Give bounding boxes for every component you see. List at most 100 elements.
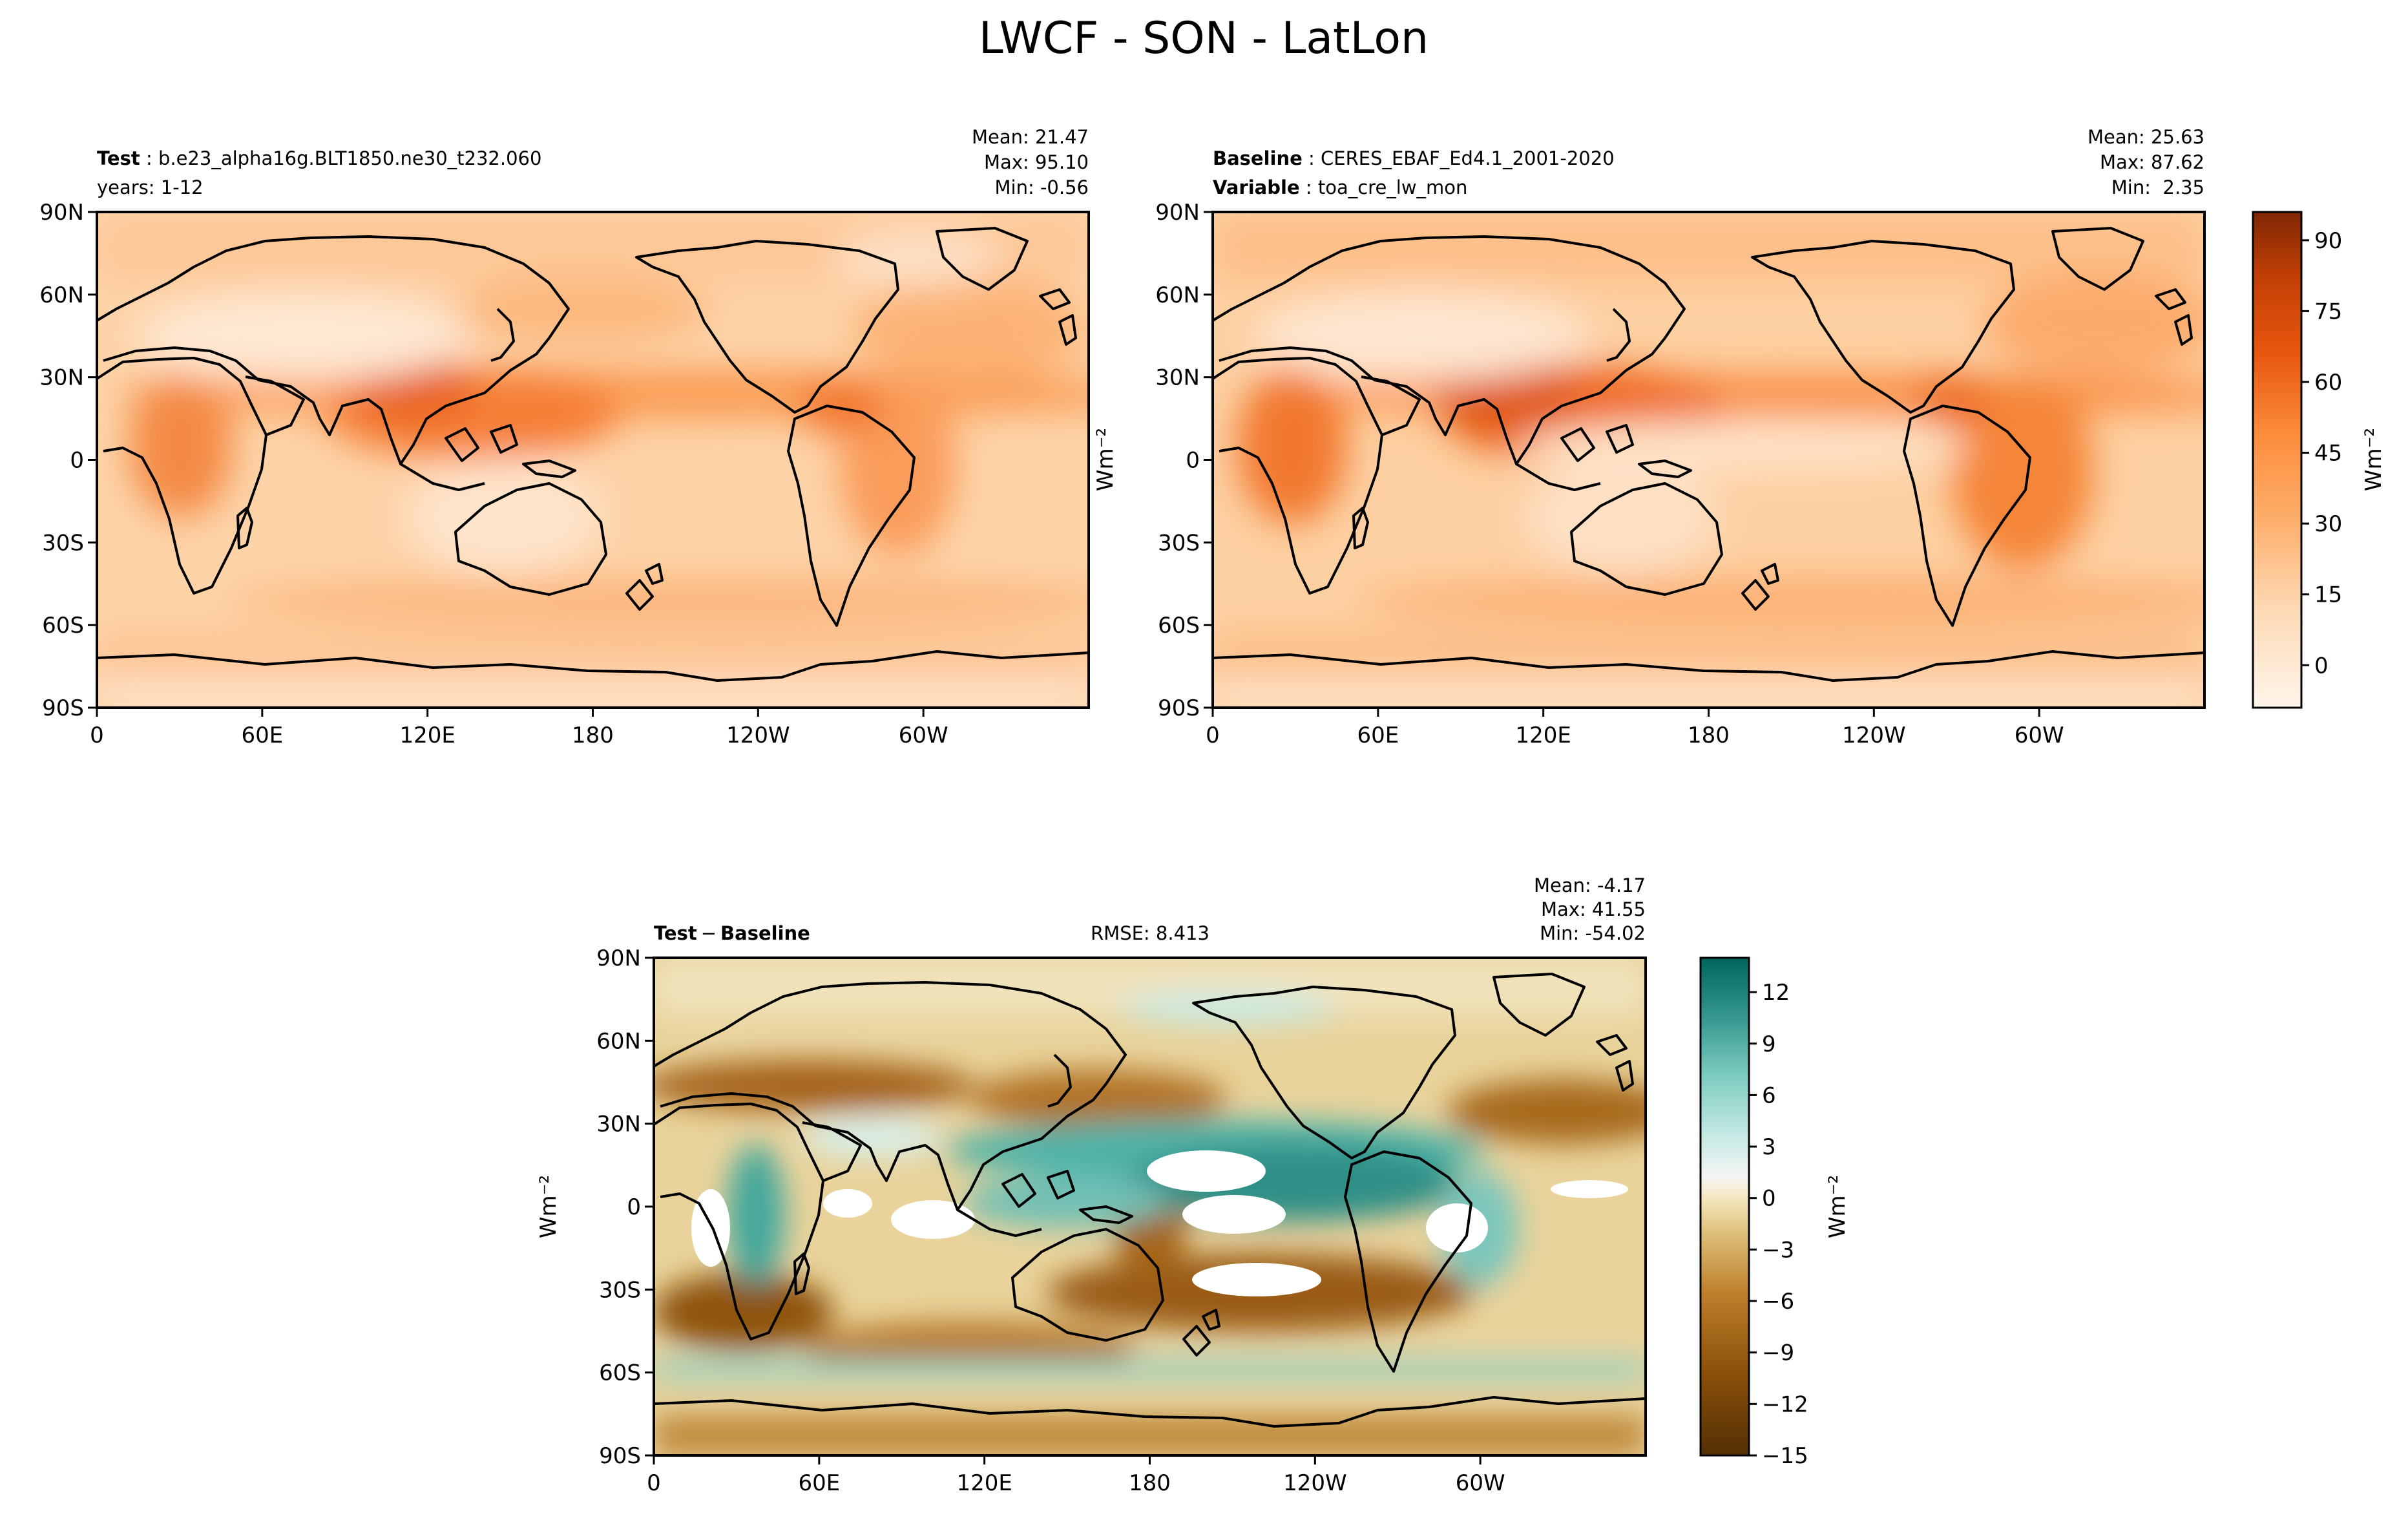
colorbar-oranges-tick-label: 75 (2314, 299, 2342, 324)
panel-baseline-y-tick-label: 90N (1155, 200, 1200, 226)
panel-test-stat-mean: Mean: 21.47 (972, 126, 1089, 148)
colorbar-oranges-tick-label: 30 (2314, 511, 2342, 537)
panel-test: Test : b.e23_alpha16g.BLT1850.ne30_t232.… (39, 126, 1090, 748)
panel-baseline-field-features (1213, 212, 2204, 708)
colorbar-brbg-tick-label: 12 (1762, 980, 1790, 1006)
panel-baseline-y-tick-label: 0 (1186, 448, 1200, 474)
colorbar-oranges-tick-label: 60 (2314, 370, 2342, 396)
panel-baseline-y-tick-label: 30N (1155, 365, 1200, 391)
panel-diff-x-tick-label: 60W (1456, 1470, 1505, 1496)
colorbar-oranges: 90 75 60 45 30 15 0 Wm⁻² (2252, 211, 2387, 709)
panel-diff-y-tick-label: 60S (599, 1360, 641, 1386)
panel-baseline-stat-max: Max: 87.62 (2100, 151, 2204, 173)
panel-test-y-tick-label: 60N (39, 282, 84, 308)
panel-diff-stat-max: Max: 41.55 (1541, 898, 1646, 920)
panel-test-y-tick-label: 90N (39, 200, 84, 226)
panel-test-years: years: 1-12 (97, 176, 204, 198)
colorbar-brbg-tick-label: −15 (1762, 1443, 1808, 1469)
panel-baseline-x-tick-label: 60W (2015, 723, 2064, 748)
panel-baseline-variable-bold: Variable (1213, 176, 1300, 198)
colorbar-oranges-tick-label: 90 (2314, 228, 2342, 254)
panel-diff-y-tick-label: 30S (599, 1277, 641, 1303)
colorbar-brbg-tick-label: 3 (1762, 1134, 1776, 1160)
panel-test-x-tick-label: 60E (241, 723, 283, 748)
colorbar-oranges-tick-label: 0 (2314, 653, 2329, 679)
colorbar-brbg: 12 9 6 3 0 −3 −6 −9 −12 −15 Wm⁻² (1699, 957, 1850, 1469)
colorbar-brbg-label: Wm⁻² (1825, 1175, 1850, 1238)
colorbar-brbg-tick-label: 9 (1762, 1031, 1776, 1057)
panel-test-x-tick-label: 120W (726, 723, 790, 748)
colorbar-oranges-bar (2252, 211, 2303, 709)
panel-baseline-y-axis: 90N 60N 30N 0 30S 60S 90S (1155, 200, 1213, 721)
panel-diff-x-tick-label: 0 (647, 1470, 661, 1496)
panel-diff-y-tick-label: 90N (596, 946, 641, 971)
colorbar-brbg-tick-label: −12 (1762, 1391, 1808, 1417)
panel-test-y-tick-label: 30S (42, 530, 84, 556)
panel-diff-rmse: RMSE: 8.413 (1091, 922, 1209, 944)
colorbar-oranges-tick-label: 45 (2314, 441, 2342, 467)
panel-diff-stat-min: Min: -54.02 (1540, 922, 1646, 944)
panel-test-label-colon: : (140, 147, 158, 169)
colorbar-brbg-tick-label: 0 (1762, 1186, 1776, 1212)
panel-diff-label-b: Baseline (720, 922, 810, 944)
panel-baseline-ylabel: Wm⁻² (1093, 428, 1118, 491)
panel-diff-x-axis: 0 60E 120E 180 120W 60W (647, 1455, 1505, 1496)
panel-test-x-tick-label: 0 (90, 723, 104, 748)
panel-diff-label: Test − Baseline (654, 922, 810, 944)
panel-baseline-label: Baseline : CERES_EBAF_Ed4.1_2001-2020 (1213, 147, 1615, 169)
colorbar-brbg-ticks: 12 9 6 3 0 −3 −6 −9 −12 −15 (1749, 980, 1808, 1469)
panel-test-x-tick-label: 120E (399, 723, 455, 748)
colorbar-oranges-ticks: 90 75 60 45 30 15 0 (2301, 228, 2342, 679)
panel-test-y-tick-label: 30N (39, 365, 84, 391)
panel-diff-y-tick-label: 90S (599, 1443, 641, 1469)
panel-test-x-tick-label: 180 (572, 723, 614, 748)
panel-baseline-y-tick-label: 60N (1155, 282, 1200, 308)
panel-test-x-tick-label: 60W (899, 723, 948, 748)
panel-diff-stat-mean: Mean: -4.17 (1534, 874, 1646, 896)
panel-baseline-label-bold: Baseline (1213, 147, 1303, 169)
panel-baseline-variable: Variable : toa_cre_lw_mon (1213, 176, 1467, 198)
panel-diff-y-axis: 90N 60N 30N 0 30S 60S 90S (596, 946, 654, 1469)
panel-test-y-tick-label: 90S (42, 695, 84, 721)
panel-baseline: Baseline : CERES_EBAF_Ed4.1_2001-2020 Va… (1093, 126, 2206, 748)
figure-title: LWCF - SON - LatLon (979, 13, 1429, 64)
panel-baseline-variable-colon: : (1300, 176, 1318, 198)
panel-test-stat-max: Max: 95.10 (984, 151, 1089, 173)
panel-test-label-text: b.e23_alpha16g.BLT1850.ne30_t232.060 (158, 147, 542, 169)
panel-baseline-stat-min: Min: 2.35 (2111, 176, 2204, 198)
panel-baseline-y-tick-label: 30S (1158, 530, 1200, 556)
panel-diff-y-tick-label: 0 (627, 1194, 641, 1220)
panel-baseline-label-text: CERES_EBAF_Ed4.1_2001-2020 (1321, 147, 1615, 169)
panel-diff-ylabel: Wm⁻² (536, 1175, 561, 1238)
panel-test-y-tick-label: 60S (42, 613, 84, 639)
panel-baseline-y-tick-label: 90S (1158, 695, 1200, 721)
panel-baseline-label-colon: : (1303, 147, 1321, 169)
panel-diff-field-features (654, 958, 1646, 1455)
panel-baseline-x-tick-label: 60E (1357, 723, 1399, 748)
colorbar-oranges-label: Wm⁻² (2361, 428, 2387, 491)
panel-diff-x-tick-label: 60E (798, 1470, 840, 1496)
panel-diff-white-regions (691, 1150, 1628, 1296)
panel-baseline-x-tick-label: 120E (1515, 723, 1571, 748)
panel-diff-label-a: Test (654, 922, 697, 944)
panel-test-field-features (97, 212, 1089, 708)
colorbar-brbg-bar (1699, 957, 1750, 1457)
panel-diff-y-tick-label: 30N (596, 1112, 641, 1137)
panel-baseline-x-axis: 0 60E 120E 180 120W 60W (1206, 708, 2064, 748)
panel-baseline-x-tick-label: 180 (1688, 723, 1730, 748)
colorbar-oranges-tick-label: 15 (2314, 582, 2342, 608)
colorbar-brbg-tick-label: 6 (1762, 1083, 1776, 1108)
panel-test-y-tick-label: 0 (70, 448, 84, 474)
panel-test-label-bold: Test (97, 147, 140, 169)
panel-test-y-axis: 90N 60N 30N 0 30S 60S 90S (39, 200, 97, 721)
panel-test-label: Test : b.e23_alpha16g.BLT1850.ne30_t232.… (97, 147, 541, 169)
panel-diff: Test − Baseline RMSE: 8.413 Mean: -4.17 Ma… (536, 874, 1647, 1496)
panel-diff-x-tick-label: 180 (1129, 1470, 1171, 1496)
panel-test-stat-min: Min: -0.56 (995, 176, 1089, 198)
panel-diff-y-tick-label: 60N (596, 1028, 641, 1054)
panel-diff-x-tick-label: 120W (1283, 1470, 1347, 1496)
panel-baseline-x-tick-label: 120W (1842, 723, 1906, 748)
panel-baseline-variable-text: toa_cre_lw_mon (1318, 176, 1468, 198)
panel-baseline-stat-mean: Mean: 25.63 (2088, 126, 2204, 148)
